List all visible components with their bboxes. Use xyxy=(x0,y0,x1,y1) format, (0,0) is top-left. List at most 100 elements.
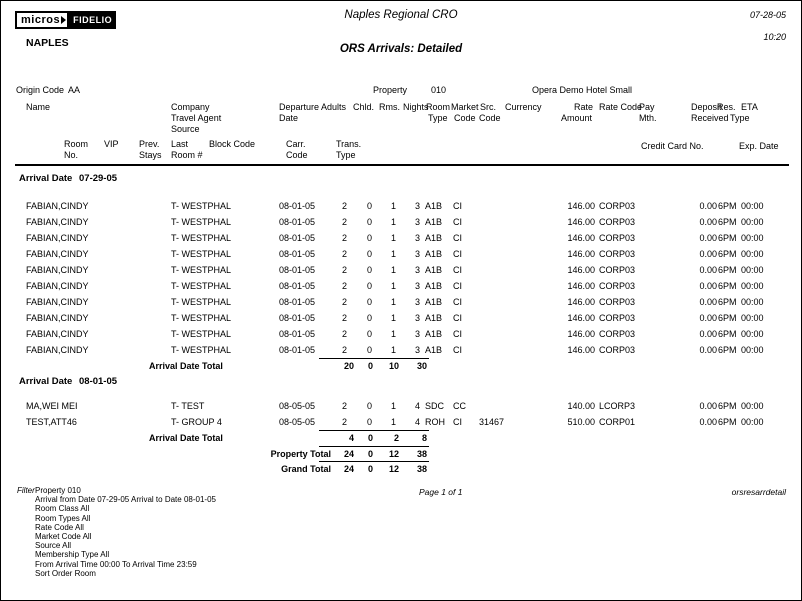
room-type: A1B xyxy=(425,201,443,211)
filter-line: Sort Order Room xyxy=(35,568,96,578)
rate-code: CORP01 xyxy=(599,417,636,427)
table-row: FABIAN,CINDY T- WESTPHAL 08-01-05 2 0 1 … xyxy=(1,342,801,358)
rooms: 1 xyxy=(390,217,396,227)
departure-date: 08-01-05 xyxy=(279,281,316,291)
filter-line: Property 010 xyxy=(35,486,81,495)
col-travel-agent: Travel Agent xyxy=(171,113,222,123)
guest-name: FABIAN,CINDY xyxy=(26,281,89,291)
total-rms: 10 xyxy=(388,361,399,371)
eta: 00:00 xyxy=(741,401,764,411)
col-nights: Nights xyxy=(403,102,429,112)
table-row: FABIAN,CINDY T- WESTPHAL 08-01-05 2 0 1 … xyxy=(1,294,801,310)
rate-code: CORP03 xyxy=(599,281,636,291)
nights: 3 xyxy=(414,297,420,307)
children: 0 xyxy=(366,329,372,339)
table-row: FABIAN,CINDY T- WESTPHAL 08-01-05 2 0 1 … xyxy=(1,246,801,262)
rooms: 1 xyxy=(390,345,396,355)
deposit-received: 0.00 xyxy=(699,249,717,259)
room-type: A1B xyxy=(425,233,443,243)
deposit-received: 0.00 xyxy=(699,345,717,355)
section-1-label: Arrival Date xyxy=(19,173,73,184)
adults: 2 xyxy=(341,401,347,411)
market-code: CI xyxy=(453,297,462,307)
rate-code: CORP03 xyxy=(599,313,636,323)
adults: 2 xyxy=(341,249,347,259)
children: 0 xyxy=(366,201,372,211)
deposit-received: 0.00 xyxy=(699,297,717,307)
col-carr: Carr. xyxy=(286,139,306,149)
rate-code: CORP03 xyxy=(599,249,636,259)
eta: 00:00 xyxy=(741,201,764,211)
market-code: CI xyxy=(453,265,462,275)
filter-line: Source All xyxy=(35,541,72,551)
children: 0 xyxy=(366,249,372,259)
col-rms: Rms. xyxy=(379,102,400,112)
room-type: A1B xyxy=(425,329,443,339)
grand-total-label: Grand Total xyxy=(281,464,331,474)
adults: 2 xyxy=(341,201,347,211)
property-label: Property xyxy=(373,85,408,95)
guest-name: FABIAN,CINDY xyxy=(26,201,89,211)
departure-date: 08-01-05 xyxy=(279,217,316,227)
table-row: FABIAN,CINDY T- WESTPHAL 08-01-05 2 0 1 … xyxy=(1,310,801,326)
rooms: 1 xyxy=(390,313,396,323)
table-row: FABIAN,CINDY T- WESTPHAL 08-01-05 2 0 1 … xyxy=(1,278,801,294)
src-code: 31467 xyxy=(479,417,505,427)
property-name: NAPLES xyxy=(26,37,69,49)
total-adults: 4 xyxy=(348,433,354,443)
print-date: 07-28-05 xyxy=(749,10,786,20)
section-2-rows: MA,WEI MEI T- TEST 08-05-05 2 0 1 4 SDC … xyxy=(1,398,801,430)
logo-fidelio-text: FIDELIO xyxy=(69,11,117,29)
eta: 00:00 xyxy=(741,217,764,227)
table-row: FABIAN,CINDY T- WESTPHAL 08-01-05 2 0 1 … xyxy=(1,214,801,230)
children: 0 xyxy=(366,281,372,291)
rooms: 1 xyxy=(390,249,396,259)
cro-title: Naples Regional CRO xyxy=(344,9,458,21)
table-row: MA,WEI MEI T- TEST 08-05-05 2 0 1 4 SDC … xyxy=(1,398,801,414)
departure-date: 08-01-05 xyxy=(279,265,316,275)
total-rms: 12 xyxy=(388,464,399,474)
company: T- WESTPHAL xyxy=(171,329,232,339)
company: T- WESTPHAL xyxy=(171,265,232,275)
rate-code: CORP03 xyxy=(599,265,636,275)
departure-date: 08-05-05 xyxy=(279,417,316,427)
nights: 4 xyxy=(414,417,420,427)
guest-name: FABIAN,CINDY xyxy=(26,265,89,275)
total-nights: 38 xyxy=(416,449,427,459)
total-nights: 30 xyxy=(416,361,427,371)
section-2-label: Arrival Date xyxy=(19,376,73,387)
eta: 00:00 xyxy=(741,297,764,307)
total-chld: 0 xyxy=(367,464,373,474)
market-code: CI xyxy=(453,329,462,339)
property-value: 010 xyxy=(431,85,447,95)
col-pay-mth: Mth. xyxy=(639,113,657,123)
deposit-received: 0.00 xyxy=(699,329,717,339)
res-type: 6PM xyxy=(718,297,737,307)
page-number: Page 1 of 1 xyxy=(419,487,463,497)
res-type: 6PM xyxy=(718,265,737,275)
room-type: A1B xyxy=(425,313,443,323)
hotel-name: Opera Demo Hotel Small xyxy=(532,85,633,95)
col-rate-code: Rate Code xyxy=(599,102,643,112)
company: T- WESTPHAL xyxy=(171,281,232,291)
origin-code-value: AA xyxy=(68,85,81,95)
total-overline xyxy=(319,461,429,462)
section-1-rows: FABIAN,CINDY T- WESTPHAL 08-01-05 2 0 1 … xyxy=(1,198,801,358)
col-res: Res. xyxy=(717,102,736,112)
deposit-received: 0.00 xyxy=(699,233,717,243)
guest-name: MA,WEI MEI xyxy=(26,401,78,411)
company: T- TEST xyxy=(171,401,205,411)
market-code: CI xyxy=(453,345,462,355)
col-chld: Chld. xyxy=(353,102,375,112)
total-adults: 24 xyxy=(343,449,354,459)
market-code: CI xyxy=(453,417,462,427)
departure-date: 08-01-05 xyxy=(279,201,316,211)
nights: 3 xyxy=(414,249,420,259)
col-company: Company xyxy=(171,102,210,112)
nights: 3 xyxy=(414,329,420,339)
filter-line: Room Types All xyxy=(35,513,91,523)
room-type: A1B xyxy=(425,345,443,355)
company: T- GROUP 4 xyxy=(171,417,222,427)
table-row: FABIAN,CINDY T- WESTPHAL 08-01-05 2 0 1 … xyxy=(1,262,801,278)
